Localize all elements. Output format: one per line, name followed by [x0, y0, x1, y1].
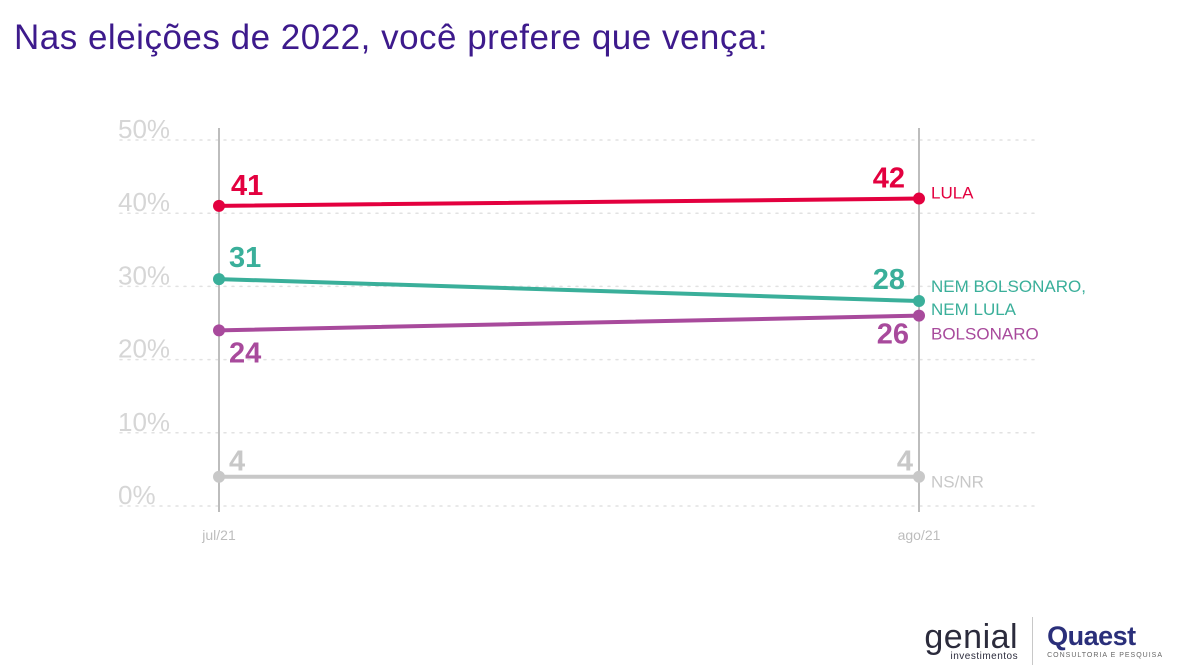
- y-tick-label: 40%: [118, 187, 170, 217]
- y-tick-label: 20%: [118, 334, 170, 364]
- y-tick-label: 30%: [118, 260, 170, 290]
- chart-title: Nas eleições de 2022, você prefere que v…: [14, 18, 769, 57]
- genial-logo-sub: investimentos: [950, 651, 1019, 662]
- series-name-label: BOLSONARO: [931, 325, 1039, 344]
- data-point: [213, 273, 225, 286]
- series-line: [217, 313, 921, 333]
- series-name-label: NS/NR: [931, 473, 984, 492]
- data-point: [213, 470, 225, 483]
- data-point: [913, 295, 925, 308]
- series-name-label: NEM LULA: [931, 300, 1017, 319]
- logo-divider: [1032, 617, 1034, 665]
- quaest-logo: Quaest CONSULTORIA E PESQUISA: [1047, 621, 1163, 660]
- data-point: [913, 470, 925, 483]
- data-label: 31: [229, 242, 261, 274]
- genial-logo: genial investimentos: [924, 620, 1018, 662]
- quaest-logo-sub: CONSULTORIA E PESQUISA: [1047, 652, 1163, 659]
- logos: genial investimentos Quaest CONSULTORIA …: [924, 617, 1163, 665]
- data-label: 41: [231, 170, 263, 202]
- x-tick-label: jul/21: [201, 527, 236, 543]
- quaest-logo-word: Quaest: [1047, 621, 1136, 651]
- y-tick-label: 50%: [118, 114, 170, 144]
- data-point: [213, 324, 225, 337]
- line-chart: 0% 10% 20% 30% 40% 50% jul/21 ago/21 41 42 LULA 31 2…: [118, 114, 1086, 543]
- data-label: 42: [873, 163, 905, 195]
- y-tick-label: 0%: [118, 480, 156, 510]
- y-tick-label: 10%: [118, 407, 170, 437]
- x-tick-label: ago/21: [898, 527, 941, 543]
- series-name-label: LULA: [931, 184, 974, 203]
- series-line: [217, 196, 921, 208]
- data-label: 4: [897, 446, 913, 478]
- genial-logo-word: genial: [924, 618, 1019, 656]
- data-label: 4: [229, 446, 245, 478]
- data-label: 26: [877, 319, 909, 351]
- data-label: 24: [229, 337, 261, 369]
- series-name-label: NEM BOLSONARO,: [931, 277, 1086, 296]
- data-point: [213, 199, 225, 212]
- data-label: 28: [873, 264, 905, 296]
- data-point: [913, 192, 925, 205]
- data-point: [913, 309, 925, 322]
- series-line: [217, 277, 921, 304]
